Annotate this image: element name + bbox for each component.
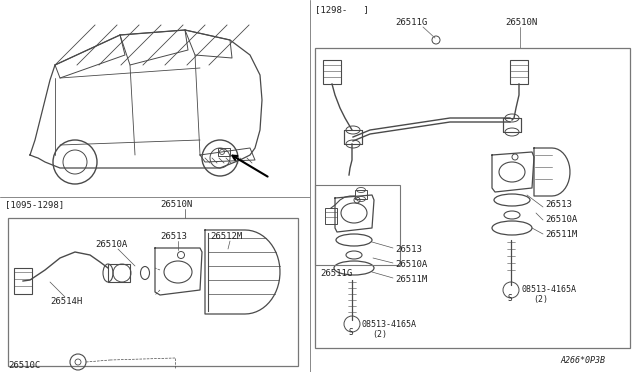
Text: 26510N: 26510N xyxy=(160,200,192,209)
Bar xyxy=(510,60,528,84)
Text: [1298-   ]: [1298- ] xyxy=(315,5,369,14)
Text: 26514H: 26514H xyxy=(50,297,83,306)
Bar xyxy=(315,185,400,265)
Text: 26511G: 26511G xyxy=(395,18,428,27)
Text: 26511M: 26511M xyxy=(395,275,428,284)
Text: S: S xyxy=(349,328,354,337)
Text: 26510N: 26510N xyxy=(505,18,537,27)
Text: 26510A: 26510A xyxy=(395,260,428,269)
Bar xyxy=(14,268,32,294)
Bar xyxy=(503,118,521,132)
Bar xyxy=(108,264,130,282)
Text: 26510C: 26510C xyxy=(8,361,40,370)
Text: [1095-1298]: [1095-1298] xyxy=(5,200,64,209)
Text: 26513: 26513 xyxy=(545,200,572,209)
Text: 08513-4165A: 08513-4165A xyxy=(522,285,577,294)
Bar xyxy=(325,208,337,224)
Bar xyxy=(315,48,630,348)
Bar xyxy=(218,148,230,156)
Text: (2): (2) xyxy=(533,295,548,304)
Text: 26510A: 26510A xyxy=(95,240,127,249)
Text: (2): (2) xyxy=(372,330,387,339)
Bar xyxy=(323,60,341,84)
Text: S: S xyxy=(508,294,513,303)
Text: 08513-4165A: 08513-4165A xyxy=(362,320,417,329)
Text: 26513: 26513 xyxy=(395,245,422,254)
Bar xyxy=(8,218,298,366)
Text: 26513: 26513 xyxy=(160,232,187,241)
Text: 26511M: 26511M xyxy=(545,230,577,239)
Text: A266*0P3B: A266*0P3B xyxy=(560,356,605,365)
Text: 26511G: 26511G xyxy=(320,269,352,278)
Bar xyxy=(344,130,362,144)
Text: 26512M: 26512M xyxy=(210,232,243,241)
Text: 26510A: 26510A xyxy=(545,215,577,224)
Bar xyxy=(355,190,367,199)
